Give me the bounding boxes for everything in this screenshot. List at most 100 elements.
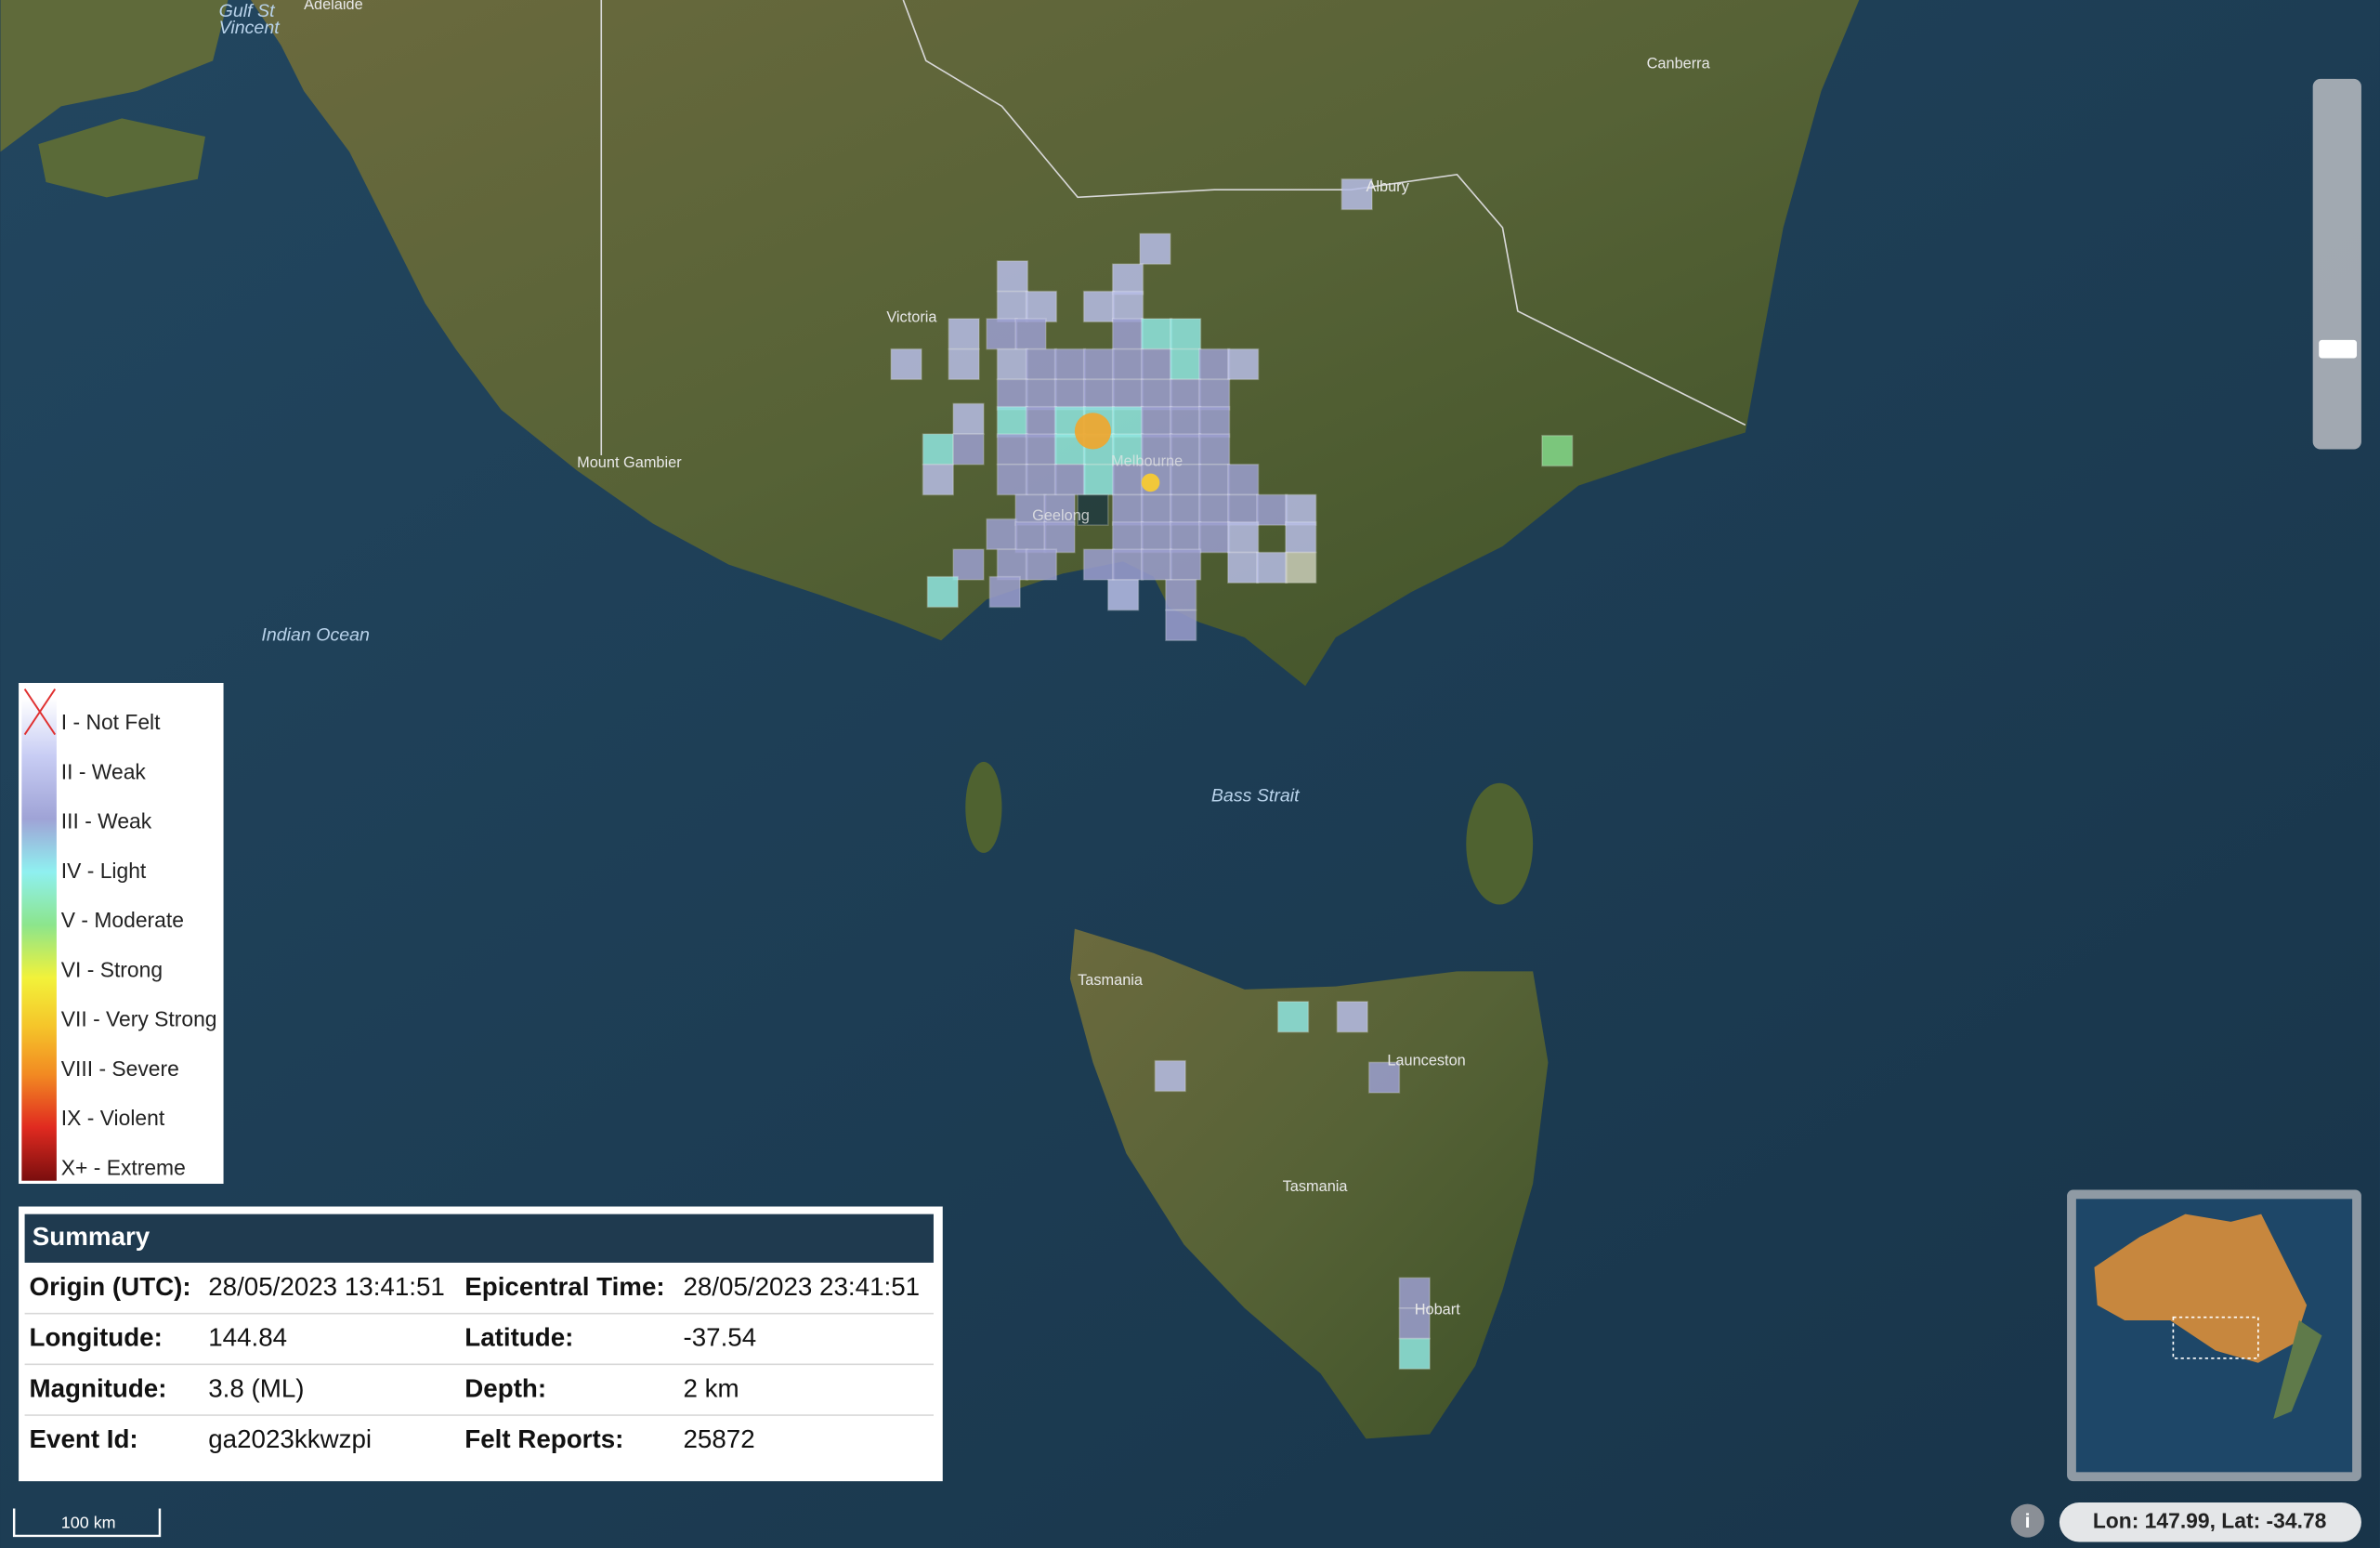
felt-cell [926, 575, 959, 609]
felt-cell [1165, 579, 1197, 611]
felt-cell [1197, 521, 1231, 554]
summary-key: Event Id: [30, 1424, 138, 1453]
felt-cell [1154, 1059, 1186, 1093]
felt-cell [1025, 405, 1058, 439]
felt-cell [922, 433, 955, 466]
island [38, 118, 205, 198]
felt-cell [1111, 348, 1144, 381]
felt-cell [1285, 493, 1317, 526]
legend-label: VIII - Severe [61, 1056, 179, 1081]
felt-cell [1053, 378, 1087, 411]
place-label: Melbourne [1111, 453, 1183, 469]
place-label: Launceston [1387, 1053, 1465, 1069]
felt-cell [1025, 290, 1058, 323]
felt-cell [1053, 348, 1087, 381]
summary-value: 144.84 [208, 1323, 287, 1352]
place-label: Canberra [1647, 56, 1711, 72]
felt-cell [1197, 433, 1231, 466]
felt-cell [1111, 290, 1144, 323]
felt-cell [1541, 434, 1574, 467]
felt-cell [952, 433, 985, 466]
summary-value: 25872 [683, 1424, 754, 1453]
legend: I - Not Felt II - Weak III - Weak IV - Ligh… [19, 683, 224, 1184]
summary-key: Latitude: [464, 1323, 573, 1352]
legend-label: V - Moderate [61, 908, 184, 932]
epicentre-secondary [1141, 473, 1160, 492]
felt-cell [1014, 318, 1047, 350]
felt-cell [1111, 548, 1144, 581]
felt-cell [1227, 493, 1260, 526]
felt-cell [1082, 548, 1116, 581]
felt-cell [1197, 493, 1231, 526]
place-label: Victoria [886, 308, 937, 325]
felt-cell [1197, 378, 1231, 411]
felt-cell [1111, 521, 1144, 554]
place-label: Bass Strait [1211, 785, 1301, 806]
felt-cell [1014, 521, 1047, 554]
coordinates: Lon: 147.99, Lat: -34.78 [2093, 1508, 2327, 1532]
place-label-line: Gulf St [219, 1, 276, 21]
felt-cell [1398, 1307, 1431, 1340]
felt-cell [1053, 463, 1087, 496]
felt-cell [1140, 493, 1173, 526]
felt-cell [1111, 463, 1144, 496]
felt-cell [1140, 318, 1173, 350]
felt-cell [996, 433, 1029, 466]
summary-panel: Summary Origin (UTC): 28/05/2023 13:41:51… [19, 1206, 943, 1482]
legend-label: II - Weak [61, 759, 147, 783]
felt-cell [1169, 521, 1202, 554]
coordinates-pill [2059, 1502, 2361, 1542]
place-label: Tasmania [1078, 972, 1144, 989]
felt-cell [1025, 378, 1058, 411]
place-label: Mount Gambier [577, 454, 682, 471]
felt-cell [996, 463, 1029, 496]
felt-cell [1025, 433, 1058, 466]
felt-cell [1106, 579, 1140, 611]
felt-cell [1111, 263, 1144, 295]
felt-cell [1082, 290, 1116, 323]
zoom-handle[interactable] [2319, 339, 2358, 359]
overview-map[interactable] [2067, 1189, 2361, 1482]
summary-header [24, 1213, 934, 1263]
place-label: Adelaide [304, 0, 363, 13]
felt-cell [1077, 493, 1109, 526]
summary-key: Felt Reports: [464, 1424, 623, 1453]
info-button[interactable] [2010, 1503, 2045, 1538]
felt-cell [1140, 348, 1173, 381]
felt-cell [1398, 1337, 1431, 1371]
zoom-slider[interactable] [2312, 78, 2361, 450]
felt-cell [922, 463, 955, 496]
legend-label: VII - Very Strong [61, 1007, 217, 1031]
felt-cell [1140, 548, 1173, 581]
felt-cell [1169, 318, 1202, 350]
legend-label: IV - Light [61, 859, 147, 883]
legend-label: III - Weak [61, 809, 152, 833]
felt-cell [1285, 551, 1317, 584]
place-label: Gulf St Vincent [219, 1, 281, 38]
felt-cell [1082, 463, 1116, 496]
summary-value: ga2023kkwzpi [208, 1424, 372, 1453]
legend-label: X+ - Extreme [61, 1155, 186, 1179]
summary-key: Depth: [464, 1373, 546, 1402]
felt-cell [1276, 1001, 1310, 1033]
felt-cell [1165, 609, 1197, 642]
epicentre [1074, 413, 1112, 450]
place-label: Indian Ocean [261, 624, 370, 645]
felt-cell [1025, 348, 1058, 381]
summary-value: -37.54 [683, 1323, 756, 1352]
felt-cell [996, 378, 1029, 411]
felt-cell [1140, 405, 1173, 439]
felt-cell [1336, 1001, 1368, 1033]
felt-cell [986, 318, 1018, 350]
felt-cell [1014, 493, 1047, 526]
felt-cell [890, 348, 922, 381]
legend-label: VI - Strong [61, 957, 163, 981]
felt-cell [1111, 318, 1144, 350]
felt-cell [1025, 463, 1058, 496]
felt-cell [996, 260, 1029, 293]
felt-cell [1140, 521, 1173, 554]
felt-cell [1139, 232, 1171, 266]
info-icon[interactable]: i [2025, 1511, 2031, 1532]
felt-cell [1227, 521, 1260, 554]
